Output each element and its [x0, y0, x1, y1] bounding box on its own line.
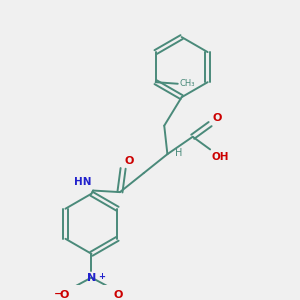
Text: O: O: [60, 290, 69, 300]
Text: O: O: [124, 157, 134, 166]
Text: N: N: [87, 273, 96, 283]
Text: HN: HN: [74, 177, 92, 187]
Text: H: H: [175, 148, 183, 158]
Text: O: O: [114, 290, 123, 300]
Text: +: +: [98, 272, 105, 281]
Text: CH₃: CH₃: [179, 79, 195, 88]
Text: O: O: [212, 112, 221, 122]
Text: OH: OH: [212, 152, 229, 162]
Text: −: −: [54, 289, 63, 299]
